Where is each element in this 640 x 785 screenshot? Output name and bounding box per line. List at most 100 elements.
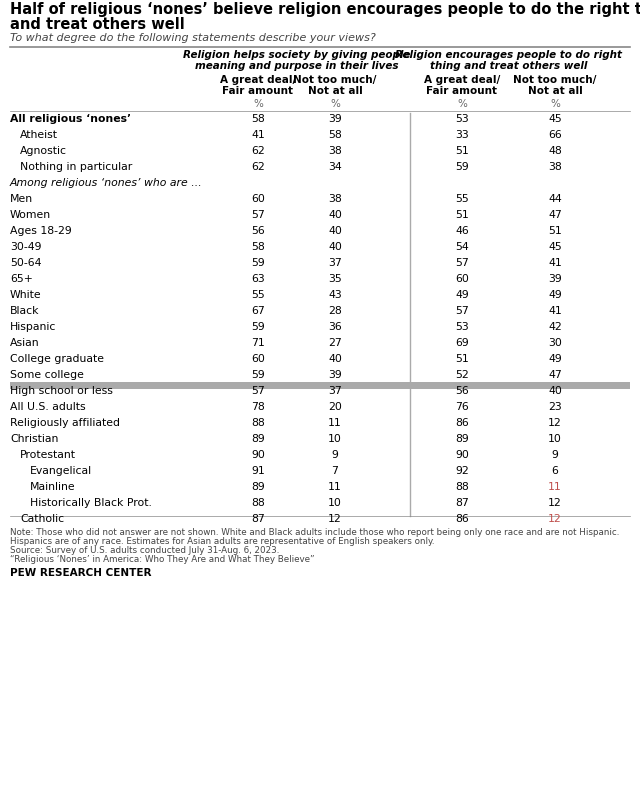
- Text: 51: 51: [455, 210, 469, 220]
- Text: 87: 87: [251, 514, 265, 524]
- Text: 86: 86: [455, 418, 469, 428]
- Text: 12: 12: [548, 514, 562, 524]
- Text: Catholic: Catholic: [20, 514, 64, 524]
- Text: 62: 62: [251, 146, 265, 156]
- Text: 90: 90: [455, 450, 469, 460]
- Text: %: %: [550, 99, 560, 109]
- Text: Fair amount: Fair amount: [426, 86, 497, 96]
- Text: Hispanic: Hispanic: [10, 322, 56, 332]
- Text: 58: 58: [251, 114, 265, 124]
- Text: 88: 88: [251, 498, 265, 508]
- Text: Protestant: Protestant: [20, 450, 76, 460]
- Text: 33: 33: [455, 130, 469, 140]
- Text: 71: 71: [251, 338, 265, 348]
- Text: 48: 48: [548, 146, 562, 156]
- Text: 57: 57: [251, 210, 265, 220]
- Text: meaning and purpose in their lives: meaning and purpose in their lives: [195, 61, 398, 71]
- Text: 50-64: 50-64: [10, 258, 42, 268]
- Text: Historically Black Prot.: Historically Black Prot.: [30, 498, 152, 508]
- Text: 55: 55: [251, 290, 265, 300]
- Text: 90: 90: [251, 450, 265, 460]
- Text: High school or less: High school or less: [10, 386, 113, 396]
- Text: 63: 63: [251, 274, 265, 284]
- Text: 60: 60: [251, 354, 265, 364]
- Text: 41: 41: [251, 130, 265, 140]
- Text: 49: 49: [548, 290, 562, 300]
- Text: 65+: 65+: [10, 274, 33, 284]
- Text: Men: Men: [10, 194, 33, 204]
- Text: 47: 47: [548, 210, 562, 220]
- Text: 88: 88: [455, 482, 469, 492]
- Text: 40: 40: [328, 242, 342, 252]
- Text: 51: 51: [455, 146, 469, 156]
- Text: 49: 49: [548, 354, 562, 364]
- Bar: [10, 382, 630, 389]
- Text: 11: 11: [328, 482, 342, 492]
- Text: 37: 37: [328, 258, 342, 268]
- Text: 89: 89: [251, 434, 265, 444]
- Text: 27: 27: [328, 338, 342, 348]
- Text: 89: 89: [251, 482, 265, 492]
- Text: Atheist: Atheist: [20, 130, 58, 140]
- Text: 43: 43: [328, 290, 342, 300]
- Text: 58: 58: [251, 242, 265, 252]
- Text: 87: 87: [455, 498, 469, 508]
- Text: Mainline: Mainline: [30, 482, 76, 492]
- Text: 10: 10: [328, 434, 342, 444]
- Text: 42: 42: [548, 322, 562, 332]
- Text: Ages 18-29: Ages 18-29: [10, 226, 72, 236]
- Text: 41: 41: [548, 258, 562, 268]
- Text: 34: 34: [328, 162, 342, 172]
- Text: 60: 60: [455, 274, 469, 284]
- Text: Asian: Asian: [10, 338, 40, 348]
- Text: “Religious ‘Nones’ in America: Who They Are and What They Believe”: “Religious ‘Nones’ in America: Who They …: [10, 555, 314, 564]
- Text: 57: 57: [455, 258, 469, 268]
- Text: Religion helps society by giving people: Religion helps society by giving people: [183, 50, 410, 60]
- Text: Some college: Some college: [10, 370, 84, 380]
- Text: %: %: [253, 99, 263, 109]
- Text: 67: 67: [251, 306, 265, 316]
- Text: 40: 40: [328, 226, 342, 236]
- Text: 52: 52: [455, 370, 469, 380]
- Text: 59: 59: [251, 322, 265, 332]
- Text: 28: 28: [328, 306, 342, 316]
- Text: 6: 6: [552, 466, 559, 476]
- Text: Half of religious ‘nones’ believe religion encourages people to do the right thi: Half of religious ‘nones’ believe religi…: [10, 2, 640, 17]
- Text: A great deal/: A great deal/: [220, 75, 296, 85]
- Text: 58: 58: [328, 130, 342, 140]
- Text: Nothing in particular: Nothing in particular: [20, 162, 132, 172]
- Text: 45: 45: [548, 242, 562, 252]
- Text: 7: 7: [332, 466, 339, 476]
- Text: 66: 66: [548, 130, 562, 140]
- Text: 20: 20: [328, 402, 342, 412]
- Text: 40: 40: [328, 210, 342, 220]
- Text: 92: 92: [455, 466, 469, 476]
- Text: Note: Those who did not answer are not shown. White and Black adults include tho: Note: Those who did not answer are not s…: [10, 528, 620, 537]
- Text: 78: 78: [251, 402, 265, 412]
- Text: 56: 56: [251, 226, 265, 236]
- Text: 12: 12: [548, 498, 562, 508]
- Text: 30: 30: [548, 338, 562, 348]
- Text: All U.S. adults: All U.S. adults: [10, 402, 86, 412]
- Text: 57: 57: [251, 386, 265, 396]
- Text: 35: 35: [328, 274, 342, 284]
- Text: Source: Survey of U.S. adults conducted July 31-Aug. 6, 2023.: Source: Survey of U.S. adults conducted …: [10, 546, 280, 555]
- Text: 38: 38: [548, 162, 562, 172]
- Text: 86: 86: [455, 514, 469, 524]
- Text: 10: 10: [328, 498, 342, 508]
- Text: 62: 62: [251, 162, 265, 172]
- Text: %: %: [330, 99, 340, 109]
- Text: 36: 36: [328, 322, 342, 332]
- Text: 59: 59: [455, 162, 469, 172]
- Text: 88: 88: [251, 418, 265, 428]
- Text: 69: 69: [455, 338, 469, 348]
- Text: Not too much/: Not too much/: [293, 75, 377, 85]
- Text: 38: 38: [328, 194, 342, 204]
- Text: 39: 39: [548, 274, 562, 284]
- Text: 76: 76: [455, 402, 469, 412]
- Text: 9: 9: [552, 450, 559, 460]
- Text: 47: 47: [548, 370, 562, 380]
- Text: 51: 51: [455, 354, 469, 364]
- Text: All religious ‘nones’: All religious ‘nones’: [10, 114, 131, 124]
- Text: To what degree do the following statements describe your views?: To what degree do the following statemen…: [10, 33, 376, 43]
